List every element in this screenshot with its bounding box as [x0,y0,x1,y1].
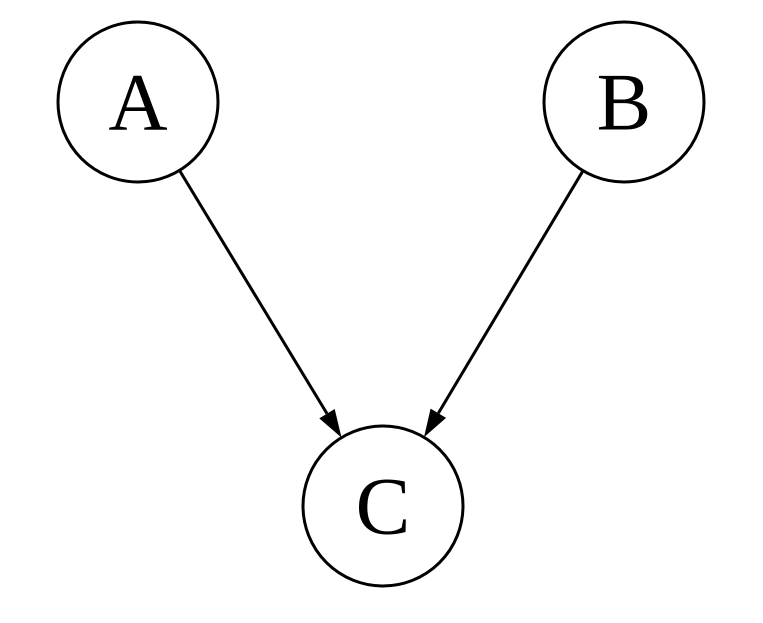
node-A: A [58,22,218,182]
node-C: C [303,426,463,586]
arrowhead-A-C [319,409,341,438]
edges-layer [179,170,583,437]
node-B: B [544,22,704,182]
node-label-B: B [597,57,652,148]
graph-diagram: A B C [0,0,763,623]
node-label-A: A [108,57,167,148]
arrowhead-B-C [424,409,446,438]
edge-B-C [438,171,583,414]
node-label-C: C [356,461,411,552]
edge-A-C [179,170,327,413]
nodes-layer: A B C [58,22,704,586]
